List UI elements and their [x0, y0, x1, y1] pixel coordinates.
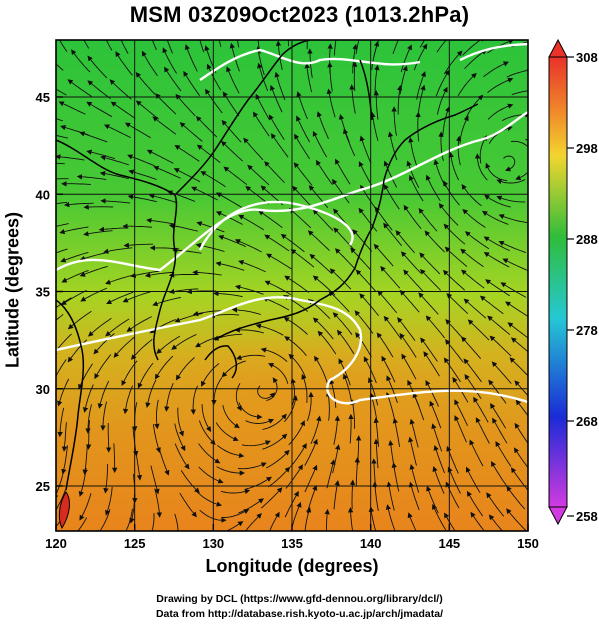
y-axis-label: Latitude (degrees): [2, 211, 23, 369]
x-tick-label: 120: [45, 536, 67, 551]
colorbar-tick-label: 278: [576, 323, 598, 338]
y-axis: 25 30 35 40 45: [36, 90, 63, 494]
colorbar-bottom-arrow: [548, 506, 568, 526]
colorbar-tick-label: 298: [576, 141, 598, 156]
colorbar-tick-label: 288: [576, 232, 598, 247]
y-tick-label: 35: [36, 285, 50, 300]
x-axis: 120 125 130 135 140 145 150: [45, 524, 539, 551]
colorbar-tick-label: 308: [576, 50, 598, 65]
x-tick-label: 145: [438, 536, 460, 551]
y-tick-label: 25: [36, 479, 50, 494]
colorbar-tick-label: 268: [576, 414, 598, 429]
credit-data: Data from http://database.rish.kyoto-u.a…: [155, 608, 444, 620]
x-tick-label: 130: [202, 536, 224, 551]
credit-drawing: Drawing by DCL (https://www.gfd-dennou.o…: [156, 593, 443, 605]
x-tick-label: 150: [517, 536, 539, 551]
y-tick-label: 30: [36, 382, 50, 397]
x-tick-label: 125: [124, 536, 146, 551]
temperature-contours: [56, 42, 528, 405]
graticule: [56, 40, 528, 531]
colorbar-tick-label: 258: [576, 509, 598, 524]
x-tick-label: 135: [281, 536, 303, 551]
colorbar: 308 298 288 278 268 258: [548, 38, 598, 526]
y-tick-label: 40: [36, 187, 50, 202]
coastlines: [56, 40, 479, 491]
map-title: MSM 03Z09Oct2023 (1013.2hPa): [129, 2, 470, 27]
y-tick-label: 45: [36, 90, 50, 105]
x-tick-label: 140: [360, 536, 382, 551]
x-axis-label: Longitude (degrees): [205, 556, 379, 576]
colorbar-top-arrow: [548, 38, 568, 58]
